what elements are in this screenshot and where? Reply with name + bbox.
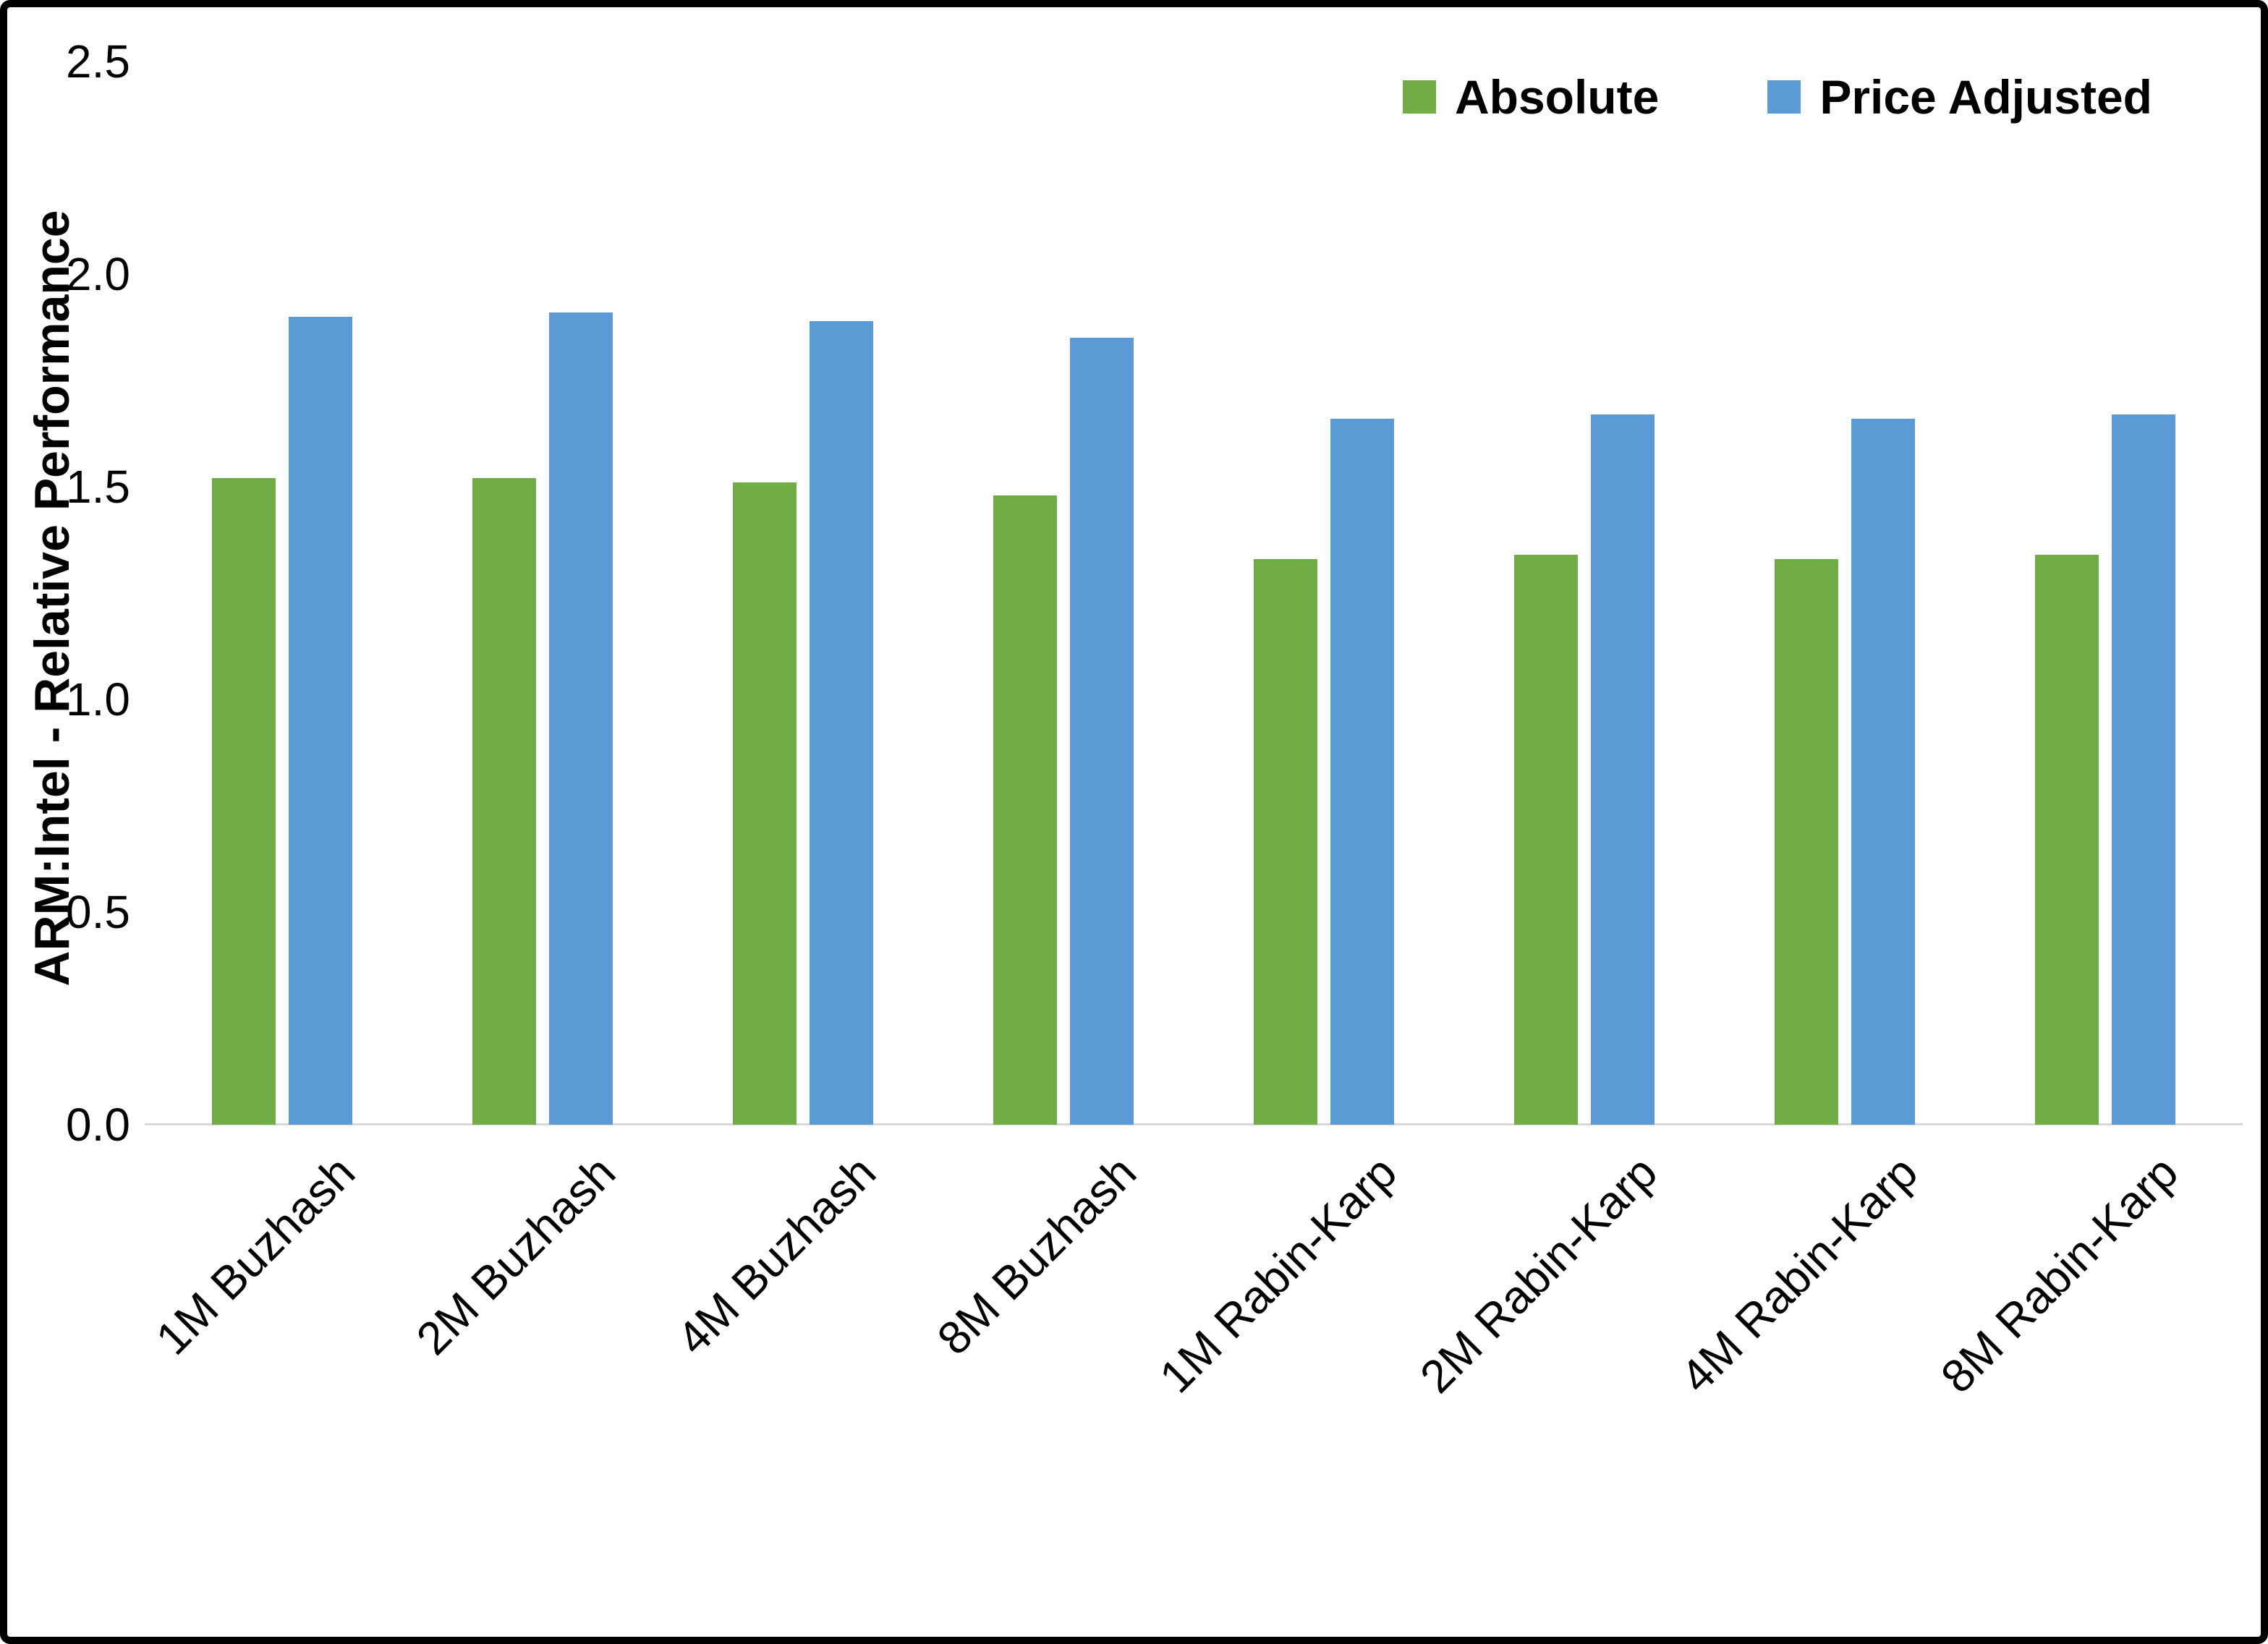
legend-swatch-price-adjusted xyxy=(1767,80,1801,114)
bar-absolute xyxy=(472,478,536,1125)
y-tick-label: 1.0 xyxy=(66,673,130,725)
bar-price-adjusted xyxy=(1070,338,1134,1125)
bar-absolute xyxy=(993,495,1057,1125)
legend-label: Price Adjusted xyxy=(1819,70,2152,124)
y-tick-label: 2.0 xyxy=(66,248,130,300)
x-axis-label: 2M Rabin-Karp xyxy=(1409,1146,1668,1403)
y-axis-title: ARM:Intel - Relative Performance xyxy=(25,210,80,987)
y-tick-label: 0.0 xyxy=(66,1099,130,1151)
bar-price-adjusted xyxy=(289,316,352,1125)
x-axis-label: 4M Buzhash xyxy=(666,1146,886,1365)
x-axis-label: 1M Rabin-Karp xyxy=(1149,1146,1407,1403)
y-tick-label: 2.5 xyxy=(66,35,130,88)
legend-item: Price Adjusted xyxy=(1767,69,2152,124)
bar-absolute xyxy=(1254,558,1317,1125)
bar-price-adjusted xyxy=(1851,418,1915,1125)
legend-swatch-absolute xyxy=(1402,80,1436,114)
y-tick-label: 0.5 xyxy=(66,886,130,938)
x-axis-label: 4M Rabin-Karp xyxy=(1670,1146,1928,1403)
x-axis-label: 8M Buzhash xyxy=(927,1146,1147,1365)
bar-price-adjusted xyxy=(810,320,873,1125)
bar-price-adjusted xyxy=(1330,418,1394,1125)
bar-absolute xyxy=(1775,558,1838,1125)
y-tick-label: 1.5 xyxy=(66,461,130,513)
x-axis-label: 1M Buzhash xyxy=(145,1146,365,1365)
legend-item: Absolute xyxy=(1402,69,1660,124)
legend: Absolute Price Adjusted xyxy=(1402,69,2152,124)
bar-price-adjusted xyxy=(1591,414,1655,1125)
bar-price-adjusted xyxy=(549,312,613,1125)
bar-absolute xyxy=(2035,555,2099,1125)
x-axis-label: 2M Buzhash xyxy=(406,1146,626,1365)
plot-area xyxy=(152,61,2235,1125)
bar-price-adjusted xyxy=(2112,414,2175,1125)
x-axis-line xyxy=(145,1123,2243,1125)
x-axis-label: 8M Rabin-Karp xyxy=(1930,1146,2188,1403)
bar-absolute xyxy=(733,482,797,1125)
bar-absolute xyxy=(212,478,276,1125)
legend-label: Absolute xyxy=(1454,70,1660,124)
bar-absolute xyxy=(1514,555,1578,1125)
